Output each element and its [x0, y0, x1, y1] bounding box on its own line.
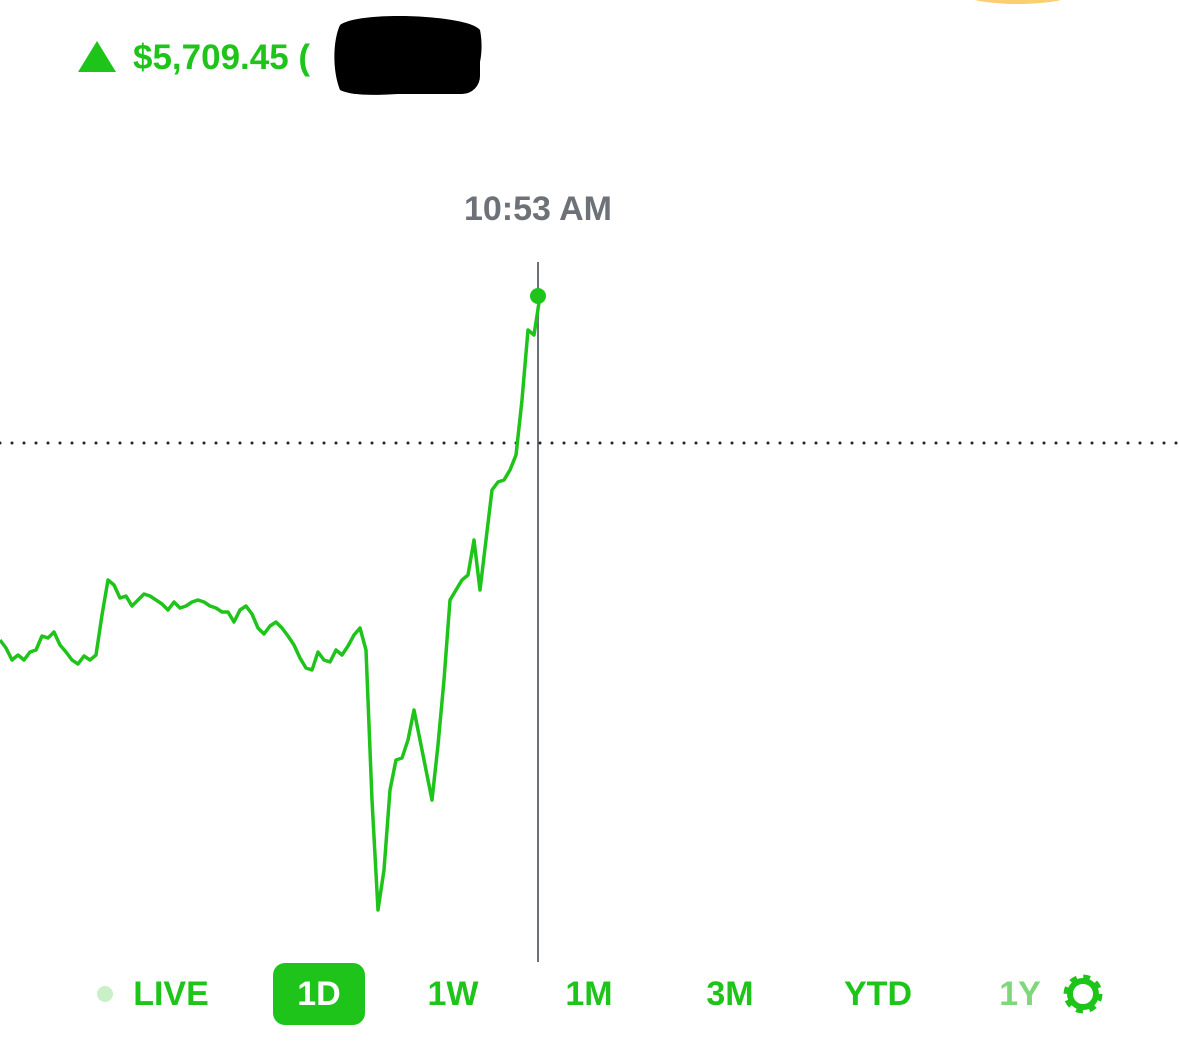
up-arrow — [78, 41, 116, 72]
range-button[interactable]: YTD — [844, 975, 912, 1013]
cursor-time: 10:53 AM — [463, 190, 613, 228]
top-badge — [974, 0, 1062, 4]
plot — [0, 288, 1179, 912]
range-selected-bg — [273, 963, 365, 1025]
price-line — [0, 295, 542, 912]
range-button[interactable]: LIVE — [133, 975, 209, 1013]
range-button[interactable]: 3M — [706, 975, 754, 1013]
range-button[interactable]: 1M — [565, 975, 613, 1013]
redaction-cover — [338, 24, 480, 94]
range-button[interactable]: 1Y — [999, 975, 1041, 1013]
live-dot — [97, 986, 113, 1002]
range-button[interactable]: 1D — [297, 975, 341, 1013]
range-button[interactable]: 1W — [427, 975, 479, 1013]
settings-icon[interactable] — [1063, 974, 1103, 1014]
gain-text: $5,709.45 ( — [133, 38, 311, 77]
cursor-dot — [530, 288, 546, 304]
